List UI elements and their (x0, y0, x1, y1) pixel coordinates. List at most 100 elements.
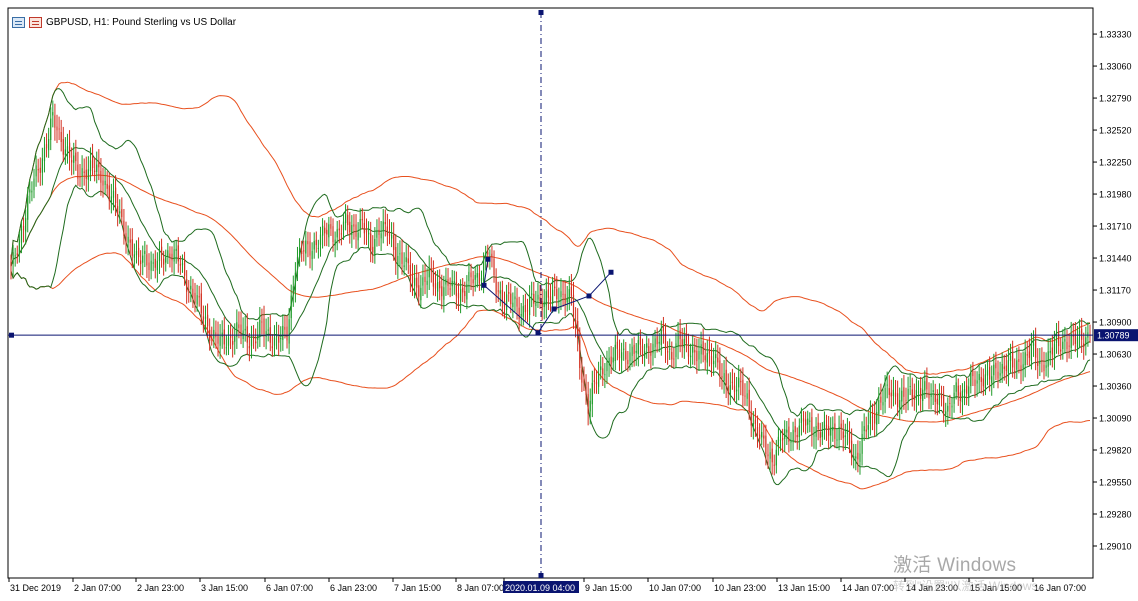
candle-body (526, 310, 529, 312)
candle-body (420, 287, 422, 301)
candle-body (836, 439, 838, 441)
candle-body (54, 115, 56, 128)
pattern-anchor-handle[interactable] (551, 306, 557, 312)
candle-body (1051, 347, 1053, 355)
pattern-anchor-handle[interactable] (535, 330, 541, 336)
candle-body (713, 360, 715, 365)
y-axis-tick-label: 1.31980 (1099, 190, 1132, 200)
y-axis-tick-label: 1.31440 (1099, 254, 1132, 264)
candle-body (612, 357, 614, 363)
candle-body (131, 239, 133, 256)
candle-body (37, 169, 39, 171)
candle-body (324, 227, 326, 234)
candle-body (92, 156, 94, 168)
candle-body (52, 112, 54, 116)
candle-body (924, 381, 926, 391)
candle-body (401, 252, 403, 264)
candle-body (696, 350, 698, 362)
candle-body (520, 314, 522, 316)
candle-body (470, 272, 472, 278)
candle-body (236, 322, 238, 337)
candle-body (970, 373, 972, 387)
candle-body (656, 336, 658, 345)
pattern-anchor-handle[interactable] (481, 282, 487, 288)
x-axis-tick-label: 16 Jan 07:00 (1034, 583, 1086, 593)
candle-body (905, 399, 907, 401)
x-axis-tick-label: 2020.01.09 04:00 (505, 583, 575, 593)
candle-body (692, 346, 694, 353)
candle-body (284, 326, 286, 330)
candle-body (1030, 345, 1032, 361)
candle-body (765, 435, 767, 455)
candle-body (995, 362, 997, 369)
candle-body (395, 247, 397, 263)
candle-body (936, 398, 938, 405)
chart-window-icon[interactable] (12, 16, 25, 28)
price-line-handle[interactable] (9, 332, 14, 338)
candle-body (207, 314, 209, 327)
candle-body (861, 434, 863, 454)
x-axis-tick-label: 10 Jan 23:00 (714, 583, 766, 593)
candle-body (742, 379, 744, 396)
candle-body (706, 353, 708, 363)
candle-body (832, 427, 834, 431)
candle-body (480, 278, 483, 281)
candle-body (683, 338, 685, 348)
pattern-object-lines[interactable] (483, 259, 612, 334)
candle-body (671, 351, 673, 360)
candle-body (940, 394, 943, 399)
x-axis-tick-label: 15 Jan 15:00 (970, 583, 1022, 593)
candle-body (646, 343, 648, 348)
candle-body (282, 325, 284, 340)
candle-body (815, 426, 817, 437)
y-axis-tick-label: 1.32790 (1099, 94, 1132, 104)
pattern-anchor-handle[interactable] (485, 256, 491, 262)
candle-body (558, 300, 560, 302)
candle-body (380, 233, 382, 239)
candle-body (593, 380, 595, 382)
candle-body (842, 431, 844, 439)
candle-body (83, 171, 85, 173)
candle-body (129, 239, 131, 243)
candle-body (600, 366, 602, 370)
candle-body (146, 254, 148, 266)
vertical-line-handle-top[interactable] (538, 10, 544, 15)
candle-body (27, 195, 29, 220)
candle-body (932, 390, 934, 392)
candle-body (1078, 330, 1081, 336)
pattern-anchor-handle[interactable] (586, 293, 592, 299)
candle-body (338, 228, 340, 231)
candle-body (248, 346, 250, 349)
candle-body (66, 146, 69, 152)
candle-body (915, 389, 917, 400)
candle-body (288, 319, 290, 344)
indicator-icon[interactable] (29, 16, 42, 28)
current-price-label: 1.30789 (1097, 331, 1130, 341)
candle-body (754, 419, 756, 424)
x-axis-highlight-box (503, 581, 579, 593)
candle-body (702, 341, 704, 355)
candle-body (727, 386, 729, 394)
candle-body (140, 260, 142, 265)
candle-body (687, 345, 690, 357)
candle-body (106, 183, 108, 189)
candle-body (817, 422, 819, 430)
candle-body (552, 289, 554, 304)
vertical-line-handle-bottom[interactable] (538, 573, 544, 578)
candle-body (759, 434, 761, 440)
candle-body (790, 440, 792, 443)
candle-body (186, 279, 188, 292)
candle-body (292, 286, 294, 294)
candle-body (840, 423, 842, 429)
candle-body (1014, 370, 1016, 372)
candle-body (135, 251, 138, 256)
candle-body (1022, 364, 1024, 369)
candle-body (391, 234, 393, 239)
pattern-anchor-handle[interactable] (608, 269, 614, 275)
y-axis-tick-label: 1.33060 (1099, 62, 1132, 72)
candle-body (1064, 339, 1066, 342)
candle-body (1070, 333, 1072, 348)
candle-body (29, 189, 31, 193)
